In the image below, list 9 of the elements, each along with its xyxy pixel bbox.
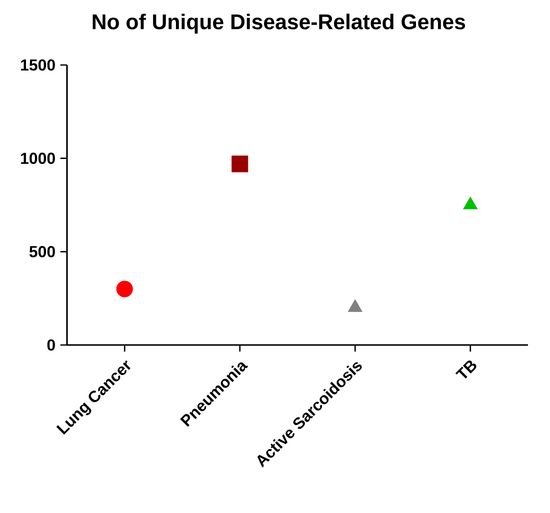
y-tick-label: 500	[29, 246, 55, 258]
y-tick-label: 1000	[21, 152, 55, 164]
chart-title: No of Unique Disease-Related Genes	[92, 14, 466, 34]
x-tick-label: TB	[455, 360, 476, 379]
point	[232, 156, 248, 172]
point	[348, 299, 362, 312]
y-tick-label: 1500	[21, 59, 55, 71]
point	[463, 196, 478, 210]
y-tick-label: 0	[47, 339, 55, 351]
